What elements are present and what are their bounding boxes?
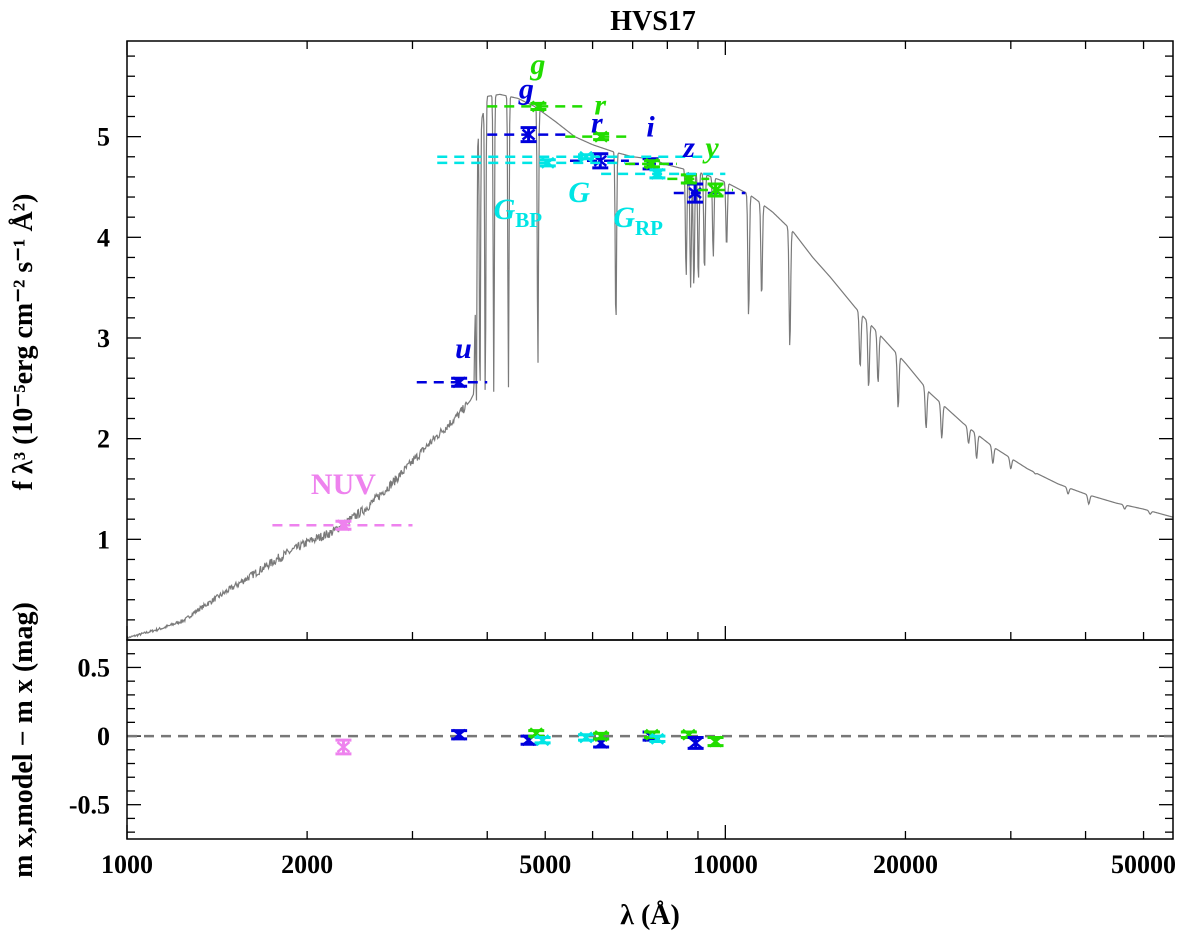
photometry-point-marker xyxy=(682,172,696,185)
band-labels: NUV u g r iz g r y GBP G GRP xyxy=(311,48,719,501)
band-label: NUV xyxy=(311,468,376,501)
band-label: r xyxy=(591,107,603,140)
photometry-point-marker xyxy=(541,156,555,169)
band-label: g xyxy=(529,48,545,81)
residual-point-marker xyxy=(579,731,593,744)
photometry-point-marker xyxy=(645,157,659,170)
photometry-point-marker xyxy=(521,128,536,141)
residual-point-marker xyxy=(682,728,696,741)
bottom-panel: 1000 2000 5000 10000 20000 50000 0.5 0 -0.5 xyxy=(69,639,1176,879)
photometry-point-marker xyxy=(593,154,608,167)
photometry-point-marker xyxy=(336,519,351,532)
band-label: y xyxy=(702,131,719,164)
bottom-axis-ticks: 1000 2000 5000 10000 20000 50000 0.5 0 -0.5 xyxy=(69,653,1176,879)
x-tick-label: 20000 xyxy=(873,850,938,879)
bottom-y-tick-label: 0.5 xyxy=(78,653,111,682)
band-label: i xyxy=(646,111,655,144)
photometry-point-marker xyxy=(452,376,466,389)
gaia-band-label: GRP xyxy=(613,201,663,240)
x-tick-label: 2000 xyxy=(281,850,333,879)
x-tick-label: 10000 xyxy=(693,850,758,879)
photometry-point-marker xyxy=(708,184,723,196)
residual-point-marker xyxy=(594,730,608,743)
photometry-point-marker xyxy=(579,150,593,163)
model-spectrum xyxy=(126,93,1174,640)
chart-title: HVS17 xyxy=(610,6,696,37)
photometry-point-marker xyxy=(650,167,665,180)
residual-points xyxy=(335,727,724,756)
bottom-y-tick-label: -0.5 xyxy=(69,791,110,820)
top-axis-ticks: 1 2 3 4 5 xyxy=(97,41,1173,640)
band-label: g xyxy=(518,72,534,105)
x-tick-label: 50000 xyxy=(1111,850,1176,879)
gaia-band-label: G xyxy=(568,176,590,209)
bottom-plot-frame xyxy=(126,639,1174,840)
x-tick-label: 1000 xyxy=(101,850,153,879)
band-label: r xyxy=(594,88,606,121)
residual-point-marker xyxy=(452,728,466,741)
residual-point-marker xyxy=(688,736,703,749)
top-y-tick-label: 3 xyxy=(97,324,110,353)
photometry-point-marker xyxy=(531,100,546,113)
bottom-y-axis-title: m x,model − m x (mag) xyxy=(8,602,39,878)
photometry-points xyxy=(272,100,746,532)
residual-point-marker xyxy=(336,741,351,754)
x-axis-title: λ (Å) xyxy=(620,900,680,931)
top-y-tick-label: 5 xyxy=(97,123,110,152)
x-tick-label: 5000 xyxy=(519,850,571,879)
spectrum-line xyxy=(126,93,1174,640)
residual-point-marker xyxy=(535,734,550,747)
band-label: z xyxy=(682,131,695,164)
band-label: u xyxy=(455,332,472,365)
top-y-tick-label: 1 xyxy=(97,525,110,554)
photometry-point-marker xyxy=(594,130,608,143)
top-y-tick-label: 2 xyxy=(97,425,110,454)
top-panel: 1 2 3 4 5 NUV u g r iz g r y GBP G GRP xyxy=(97,40,1174,641)
gaia-band-label: GBP xyxy=(494,193,543,232)
residual-point-marker xyxy=(529,727,544,740)
top-y-axis-title: f λ³ (10⁻⁵erg cm⁻² s⁻¹ Å²) xyxy=(8,194,39,491)
bottom-y-tick-label: 0 xyxy=(97,722,110,751)
residual-point-marker xyxy=(708,735,723,748)
top-y-tick-label: 4 xyxy=(97,223,110,252)
residual-point-marker xyxy=(650,732,665,745)
